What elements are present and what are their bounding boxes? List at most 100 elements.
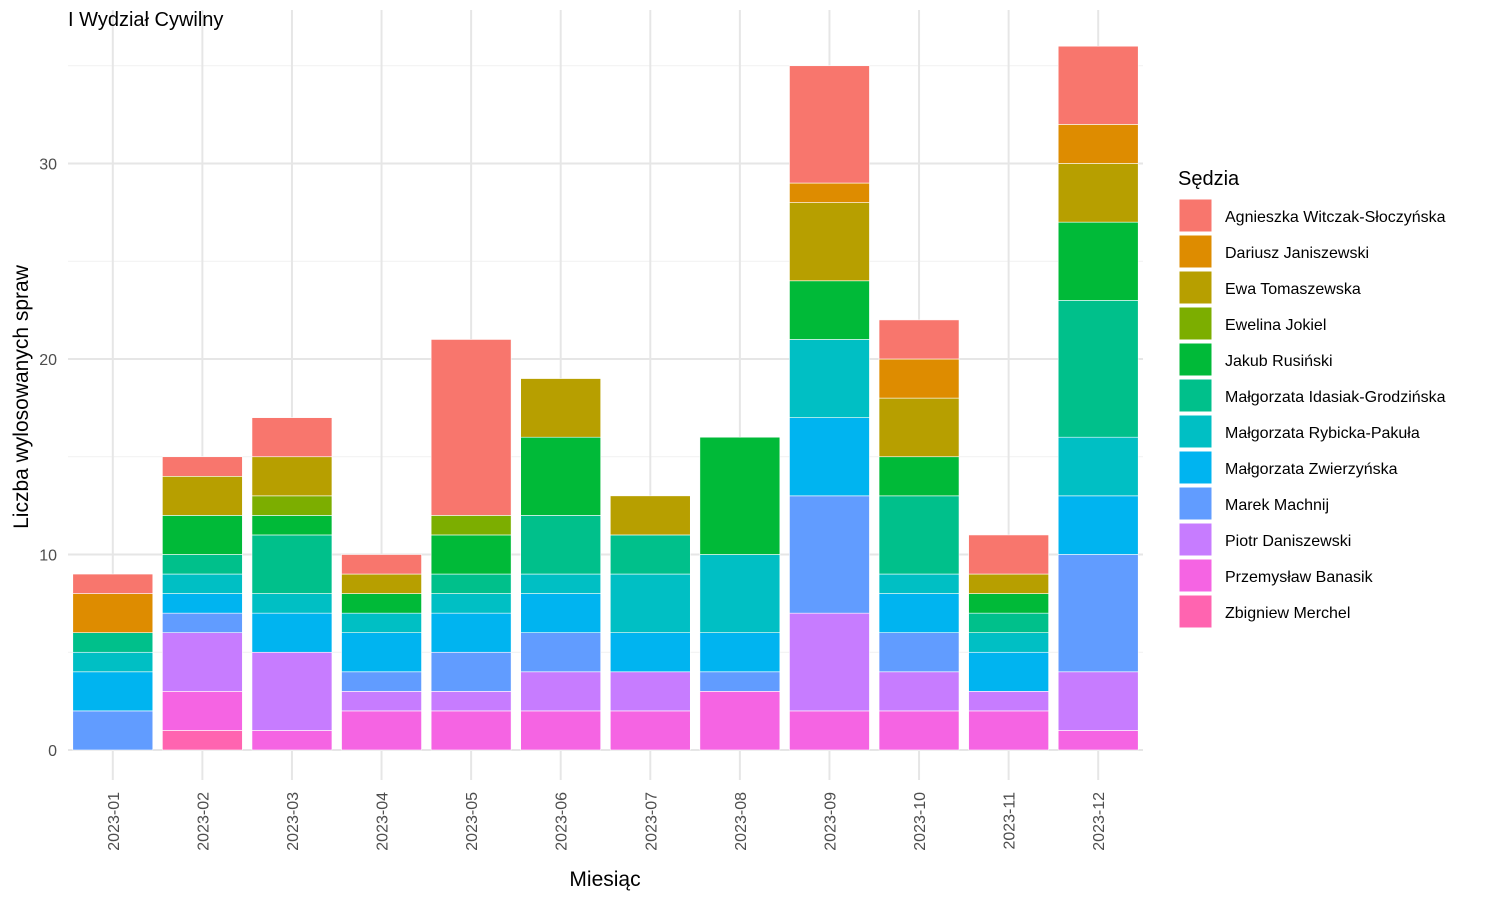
- x-tick-label: 2023-06: [554, 792, 571, 851]
- bar-segment: [162, 456, 243, 477]
- legend-swatch: [1178, 198, 1213, 233]
- y-tick-label: 30: [39, 157, 57, 174]
- bar-segment: [341, 554, 422, 575]
- bar-segment: [789, 280, 870, 340]
- bar-segment: [430, 651, 512, 692]
- bar-segment: [341, 573, 422, 594]
- bar-segment: [162, 632, 243, 692]
- legend-label: Małgorzata Rybicka-Pakuła: [1225, 425, 1420, 442]
- bar-segment: [609, 573, 691, 633]
- bar-segment: [789, 339, 870, 418]
- x-tick-label: 2023-04: [375, 792, 392, 851]
- bar-segment: [520, 710, 602, 751]
- bar-segment: [1057, 300, 1139, 438]
- bar-segment: [162, 475, 243, 516]
- axis-layer: 0 10 20 30 2023-01 2023-02 2023-03 2023-04 2023-…: [39, 157, 1108, 851]
- bar-segment: [878, 319, 960, 360]
- bar-segment: [968, 691, 1049, 712]
- x-tick-label: 2023-11: [1002, 792, 1019, 850]
- bar-segment: [699, 436, 781, 555]
- bar-segment: [1057, 45, 1139, 125]
- legend-label: Ewelina Jokiel: [1225, 317, 1326, 334]
- bar-segment: [878, 710, 960, 751]
- legend-label: Ewa Tomaszewska: [1225, 281, 1361, 298]
- x-tick-label: 2023-09: [822, 792, 839, 851]
- bar-segment: [251, 515, 333, 536]
- x-tick-label: 2023-01: [106, 792, 123, 851]
- bar-segment: [520, 573, 602, 594]
- bar-segment: [1057, 554, 1139, 673]
- bar-segment: [162, 593, 243, 614]
- bar-segment: [1057, 221, 1139, 301]
- y-tick-label: 0: [48, 743, 57, 760]
- bar-segment: [1057, 671, 1139, 731]
- chart-title: I Wydział Cywilny: [68, 9, 223, 31]
- bar-segment: [878, 573, 960, 594]
- bar-segment: [72, 573, 154, 594]
- legend-swatch: [1178, 342, 1213, 377]
- legend-swatch: [1178, 486, 1213, 521]
- bar-segment: [520, 671, 602, 712]
- bar-segment: [609, 632, 691, 673]
- bar-segment: [1057, 124, 1139, 164]
- bar-segment: [430, 534, 512, 575]
- bar-segment: [878, 358, 960, 399]
- bar-segment: [430, 339, 512, 516]
- legend-swatch: [1178, 414, 1213, 449]
- x-tick-label: 2023-03: [285, 792, 302, 851]
- bar-segment: [251, 612, 333, 653]
- legend-label: Piotr Daniszewski: [1225, 533, 1351, 550]
- bar-segment: [609, 710, 691, 751]
- bar-segment: [341, 632, 422, 673]
- bar-segment: [251, 456, 333, 497]
- x-tick-label: 2023-12: [1091, 792, 1108, 851]
- bar-segment: [162, 730, 243, 751]
- y-axis-title: Liczba wylosowanych spraw: [10, 264, 33, 529]
- bar-segment: [251, 534, 333, 594]
- bar-segment: [430, 691, 512, 712]
- bars-layer: [72, 45, 1139, 751]
- legend-label: Zbigniew Merchel: [1225, 605, 1350, 622]
- bar-segment: [968, 651, 1049, 692]
- bar-segment: [968, 632, 1049, 653]
- bar-segment: [251, 730, 333, 751]
- bar-segment: [520, 436, 602, 516]
- legend-swatch: [1178, 450, 1213, 485]
- bar-segment: [430, 573, 512, 594]
- bar-segment: [72, 651, 154, 673]
- bar-segment: [520, 515, 602, 575]
- bar-segment: [968, 612, 1049, 634]
- bar-segment: [251, 495, 333, 516]
- bar-segment: [878, 671, 960, 712]
- bar-segment: [430, 593, 512, 614]
- bar-segment: [968, 593, 1049, 614]
- legend-label: Dariusz Janiszewski: [1225, 245, 1369, 262]
- bar-segment: [251, 651, 333, 731]
- bar-segment: [699, 671, 781, 692]
- bar-segment: [162, 691, 243, 731]
- bar-segment: [520, 593, 602, 633]
- bar-segment: [878, 632, 960, 673]
- x-axis-title: Miesiąc: [569, 868, 640, 891]
- legend-label: Agnieszka Witczak-Słoczyńska: [1225, 209, 1446, 226]
- bar-segment: [341, 671, 422, 692]
- bar-segment: [789, 182, 870, 203]
- bar-segment: [878, 593, 960, 633]
- bar-segment: [72, 593, 154, 633]
- x-tick-label: 2023-02: [195, 792, 212, 851]
- bar-segment: [968, 710, 1049, 751]
- bar-segment: [789, 612, 870, 712]
- bar-segment: [430, 515, 512, 536]
- bar-segment: [789, 710, 870, 751]
- legend-swatch: [1178, 306, 1213, 341]
- bar-segment: [789, 202, 870, 282]
- bar-segment: [968, 534, 1049, 575]
- legend: Sędzia Agnieszka Witczak-Słoczyńska Dariu…: [1178, 168, 1446, 629]
- bar-segment: [341, 612, 422, 634]
- bar-segment: [430, 710, 512, 751]
- legend-label: Małgorzata Zwierzyńska: [1225, 461, 1398, 478]
- bar-segment: [72, 671, 154, 712]
- bar-segment: [162, 515, 243, 555]
